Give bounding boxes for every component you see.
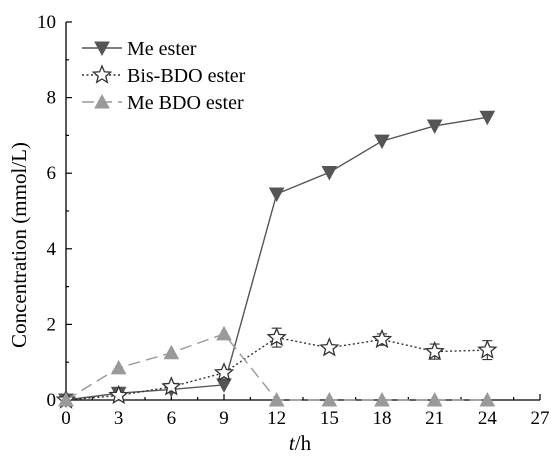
- legend-marker: [94, 41, 110, 57]
- series-1: [55, 326, 498, 409]
- legend-label: Me BDO ester: [127, 92, 244, 114]
- x-axis-title-unit: /h: [295, 431, 312, 455]
- x-tick-label: 0: [61, 408, 71, 429]
- x-tick-label: 15: [320, 408, 339, 429]
- x-tick-label: 27: [531, 408, 550, 429]
- y-axis-title: Concentration (mmol/L): [7, 142, 31, 348]
- data-point: [424, 340, 445, 361]
- data-point: [374, 134, 390, 150]
- series-layer: [55, 110, 498, 409]
- legend-label: Me ester: [127, 38, 197, 60]
- legend-item: Me BDO ester: [82, 92, 244, 114]
- data-point: [213, 362, 235, 382]
- x-tick-label: 3: [114, 408, 124, 429]
- data-point: [108, 384, 129, 405]
- data-point: [110, 359, 127, 375]
- y-tick-label: 4: [47, 239, 57, 260]
- data-point: [268, 187, 285, 203]
- data-point: [268, 391, 285, 407]
- x-tick-label: 24: [478, 408, 498, 429]
- data-point: [426, 119, 443, 135]
- data-point: [163, 344, 180, 360]
- data-point: [58, 391, 74, 407]
- data-point: [479, 391, 496, 407]
- series-2: [58, 325, 496, 407]
- data-point: [321, 391, 338, 407]
- data-point: [216, 378, 232, 393]
- x-axis-title: t/h: [289, 431, 312, 455]
- x-tick-label: 9: [219, 408, 229, 429]
- data-point: [371, 328, 393, 349]
- x-tick-label: 21: [425, 408, 444, 429]
- data-point: [426, 391, 443, 407]
- y-tick-label: 8: [47, 88, 57, 109]
- series-line: [65, 116, 488, 401]
- legend-marker: [94, 93, 110, 109]
- x-tick-label: 6: [167, 408, 177, 429]
- legend: Me ester Bis-BDO ester Me BDO ester: [82, 38, 246, 114]
- data-point: [216, 325, 232, 341]
- legend-label: Bis-BDO ester: [127, 65, 246, 87]
- data-point: [266, 326, 287, 347]
- data-point: [321, 165, 338, 181]
- x-tick-label: 12: [267, 408, 286, 429]
- legend-marker: [91, 64, 113, 84]
- x-axis-title-variable: t: [289, 431, 296, 455]
- data-point: [374, 391, 390, 407]
- y-tick-label: 2: [47, 314, 57, 335]
- x-tick-label: 18: [373, 408, 392, 429]
- legend-item: Bis-BDO ester: [82, 64, 246, 87]
- y-tick-label: 0: [47, 390, 57, 411]
- data-point: [479, 110, 496, 126]
- y-tick-label: 6: [47, 163, 57, 184]
- legend-item: Me ester: [82, 38, 197, 60]
- series-0: [58, 110, 496, 409]
- y-tick-label: 10: [37, 12, 56, 33]
- data-point: [319, 337, 340, 357]
- data-point: [477, 339, 498, 359]
- data-point: [161, 376, 182, 396]
